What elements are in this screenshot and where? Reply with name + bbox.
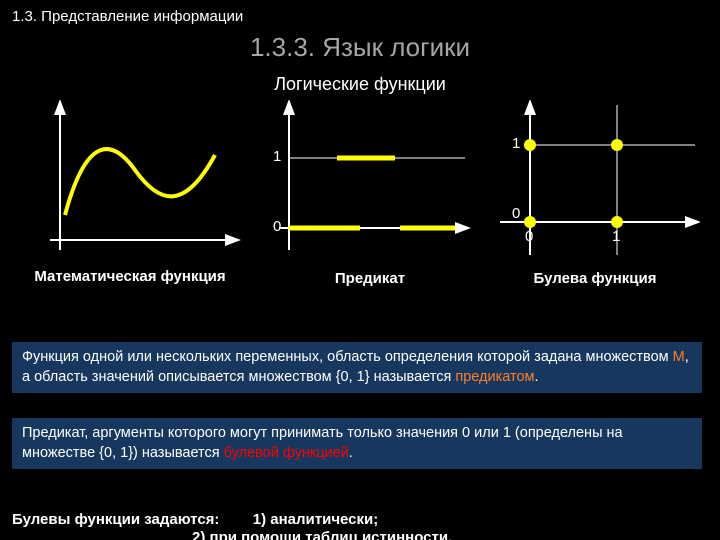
slide: 1.3. Представление информации 1.3.3. Язы… <box>0 0 720 540</box>
math-curve <box>65 149 215 215</box>
footer: Булевы функции задаются: 1) аналитически… <box>12 511 702 528</box>
definition-predicate: Функция одной или нескольких переменных,… <box>12 342 702 393</box>
boolean-x0: 0 <box>525 228 533 245</box>
tb1-prefix: Функция одной или нескольких переменных,… <box>22 349 673 365</box>
footer-item2: 2) при помощи таблиц истинности. <box>192 529 452 540</box>
graph-boolean-label: Булева функция <box>490 270 700 287</box>
graph-math <box>40 100 250 260</box>
predicate-y0: 0 <box>273 218 281 235</box>
footer-lead: Булевы функции задаются: <box>12 511 219 528</box>
graph-predicate: 1 0 <box>265 100 475 260</box>
breadcrumb: 1.3. Представление информации <box>12 8 243 25</box>
page-title: 1.3.3. Язык логики <box>0 32 720 63</box>
boolean-y1: 1 <box>512 135 520 152</box>
boolean-x1: 1 <box>612 228 620 245</box>
graph-boolean-svg <box>490 100 700 260</box>
graph-math-svg <box>40 100 250 260</box>
definition-boolean: Предикат, аргументы которого могут прини… <box>12 418 702 469</box>
footer-item1: 1) аналитически; <box>253 511 379 528</box>
tb1-pred: предикатом <box>455 369 534 385</box>
graph-boolean: 1 0 0 1 <box>490 100 700 260</box>
graph-math-label: Математическая функция <box>25 268 235 285</box>
tb1-suffix: . <box>535 369 539 385</box>
graphs-row: Математическая функция 1 0 Пр <box>0 100 720 285</box>
tb1-M: М <box>673 349 685 365</box>
graph-predicate-svg <box>265 100 475 260</box>
tb2-suffix: . <box>349 445 353 461</box>
tb2-bool: булевой функцией <box>224 445 349 461</box>
subtitle: Логические функции <box>0 74 720 95</box>
boolean-y0: 0 <box>512 205 520 222</box>
graph-predicate-label: Предикат <box>265 270 475 287</box>
predicate-y1: 1 <box>273 148 281 165</box>
